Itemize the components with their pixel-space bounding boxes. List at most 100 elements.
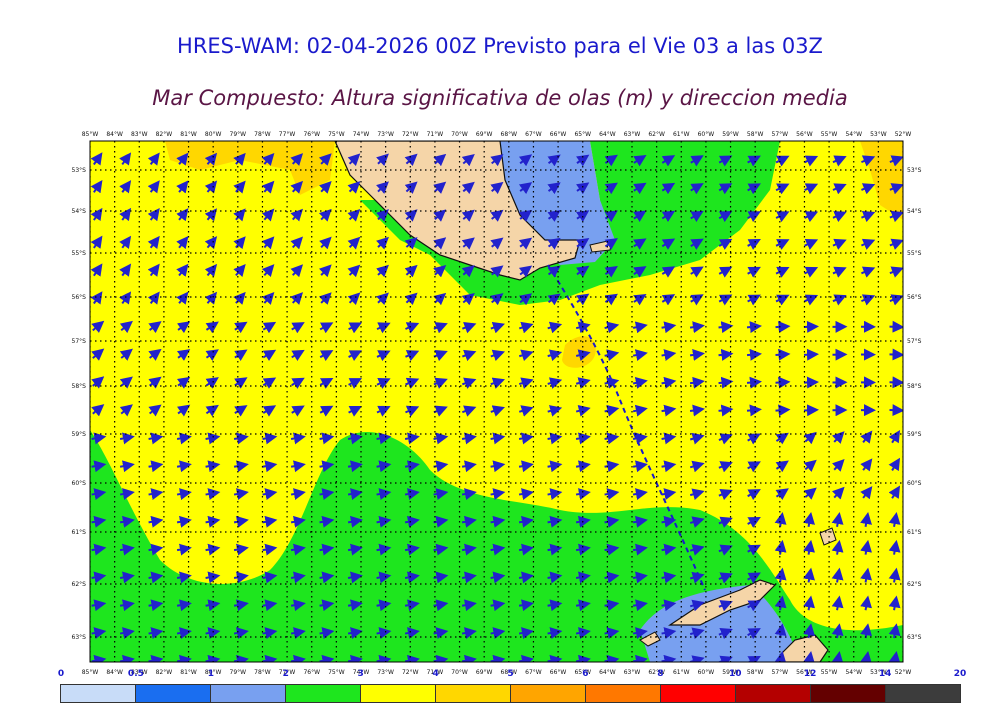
colorbar-swatch — [436, 685, 511, 702]
direction-arrow — [888, 595, 901, 611]
colorbar — [60, 684, 961, 703]
direction-arrow — [234, 349, 248, 362]
direction-arrow — [832, 183, 847, 195]
lon-label: 61°W — [673, 131, 690, 138]
direction-arrow — [347, 654, 363, 662]
direction-arrow — [233, 432, 249, 445]
direction-arrow — [90, 207, 103, 222]
direction-arrow — [518, 293, 533, 306]
direction-arrow — [746, 321, 762, 334]
direction-arrow — [290, 432, 306, 445]
direction-arrow — [547, 349, 563, 362]
direction-arrow — [176, 571, 192, 584]
lon-label: 67°W — [525, 131, 542, 138]
direction-arrow — [319, 515, 335, 528]
direction-arrow — [404, 181, 418, 194]
direction-arrow — [262, 488, 278, 500]
direction-arrow — [632, 654, 648, 662]
colorbar-tick-label: 4 — [432, 669, 439, 679]
direction-arrow — [119, 404, 133, 417]
direction-arrow — [404, 237, 418, 250]
lon-label: 56°W — [796, 131, 813, 138]
direction-arrow — [148, 348, 162, 361]
direction-arrow — [575, 571, 591, 584]
direction-arrow — [861, 294, 876, 306]
direction-arrow — [633, 154, 647, 167]
map-title: HRES-WAM: 02-04-2026 00Z Previsto para e… — [177, 34, 823, 58]
direction-arrow — [433, 265, 447, 278]
direction-arrow — [547, 571, 563, 584]
direction-arrow — [747, 655, 761, 662]
lat-label: 54°S — [907, 208, 922, 215]
lat-label: 60°S — [72, 480, 87, 487]
direction-arrow — [148, 432, 164, 445]
lat-label: 55°S — [907, 250, 922, 257]
direction-arrow — [262, 599, 278, 612]
direction-arrow — [804, 183, 819, 195]
direction-arrow — [718, 627, 733, 640]
direction-arrow — [661, 266, 676, 278]
direction-arrow — [575, 543, 591, 556]
direction-arrow — [775, 183, 790, 195]
direction-arrow — [803, 623, 815, 639]
direction-arrow — [888, 539, 901, 555]
lon-label: 65°W — [574, 669, 591, 676]
direction-arrow — [205, 654, 221, 662]
direction-arrow — [176, 543, 192, 556]
direction-arrow — [861, 266, 876, 278]
direction-arrow — [290, 543, 306, 556]
direction-arrow — [888, 429, 901, 444]
direction-arrow — [632, 543, 648, 556]
direction-arrow — [433, 405, 448, 417]
lon-label: 62°W — [648, 669, 665, 676]
direction-arrow — [176, 376, 191, 389]
direction-arrow — [747, 461, 761, 473]
direction-arrow — [319, 405, 334, 417]
direction-arrow — [490, 154, 504, 167]
direction-arrow — [575, 599, 591, 612]
direction-arrow — [775, 488, 789, 500]
direction-arrow — [148, 460, 164, 473]
direction-arrow — [433, 377, 448, 389]
lon-label: 58°W — [747, 131, 764, 138]
direction-arrow — [775, 320, 791, 333]
direction-arrow — [91, 515, 107, 528]
direction-arrow — [661, 627, 677, 639]
direction-arrow — [832, 155, 847, 167]
direction-arrow — [461, 153, 475, 167]
direction-arrow — [290, 460, 306, 473]
direction-arrow — [290, 264, 304, 278]
lon-label: 85°W — [82, 131, 99, 138]
direction-arrow — [404, 627, 420, 639]
direction-arrow — [775, 432, 789, 445]
direction-arrow — [91, 404, 105, 417]
direction-arrow — [319, 322, 334, 334]
lat-label: 61°S — [907, 529, 922, 536]
direction-arrow — [347, 571, 363, 584]
lon-label: 62°W — [648, 131, 665, 138]
direction-arrow — [633, 210, 647, 223]
direction-arrow — [490, 349, 505, 362]
lon-label: 77°W — [279, 131, 296, 138]
direction-arrow — [461, 515, 477, 528]
direction-arrow — [119, 263, 132, 277]
direction-arrow — [433, 599, 449, 612]
lon-label: 83°W — [131, 131, 148, 138]
direction-arrow — [376, 654, 392, 662]
colorbar-tick-label: 20 — [953, 669, 967, 679]
direction-arrow — [804, 211, 819, 223]
lon-label: 73°W — [377, 669, 394, 676]
direction-arrow — [318, 181, 332, 194]
direction-arrow — [347, 599, 363, 612]
direction-arrow — [404, 460, 420, 473]
direction-arrow — [632, 488, 648, 500]
direction-arrow — [604, 265, 618, 278]
direction-arrow — [318, 264, 332, 278]
lon-label: 84°W — [106, 131, 123, 138]
direction-arrow — [176, 627, 192, 639]
direction-arrow — [604, 182, 618, 195]
lon-label: 66°W — [550, 669, 567, 676]
direction-arrow — [888, 567, 901, 583]
direction-arrow — [518, 349, 534, 362]
land-islet-south — [639, 631, 661, 647]
